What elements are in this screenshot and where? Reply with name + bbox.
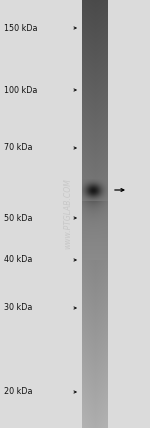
Text: 100 kDa: 100 kDa: [4, 86, 37, 95]
Text: 150 kDa: 150 kDa: [4, 24, 38, 33]
Text: 50 kDa: 50 kDa: [4, 214, 33, 223]
Text: 20 kDa: 20 kDa: [4, 387, 33, 396]
Text: www.PTGLAB.COM: www.PTGLAB.COM: [63, 178, 72, 250]
Text: 40 kDa: 40 kDa: [4, 256, 32, 265]
Text: 70 kDa: 70 kDa: [4, 143, 33, 152]
Text: 30 kDa: 30 kDa: [4, 303, 32, 312]
